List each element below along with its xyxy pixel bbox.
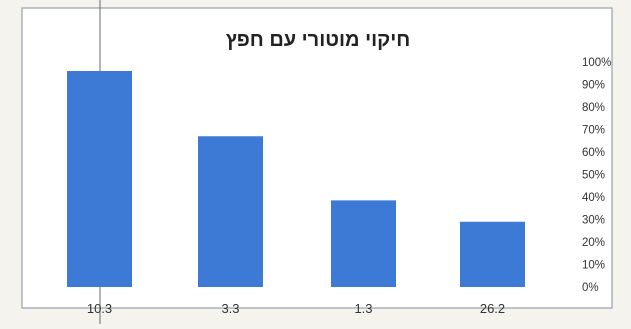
y-tick-label: 80% [582, 102, 605, 114]
bar-1 [198, 136, 263, 287]
y-tick-label: 50% [582, 170, 605, 182]
x-tick-label: 26.2 [480, 301, 505, 316]
x-tick-label: 10.3 [87, 301, 112, 316]
bar-3 [460, 221, 525, 287]
y-tick-label: 60% [582, 147, 605, 159]
y-tick-labels: 0% 10% 20% 30% 40% 50% 60% 70% 80% 90% 100% [582, 57, 611, 294]
y-tick-label: 10% [582, 260, 605, 272]
y-tick-label: 100% [582, 57, 611, 69]
y-tick-label: 70% [582, 125, 605, 137]
y-tick-label: 90% [582, 80, 605, 92]
y-tick-label: 0% [582, 282, 599, 294]
x-tick-labels: 10.3 3.3 1.3 26.2 [87, 301, 505, 316]
x-tick-label: 1.3 [354, 301, 372, 316]
x-tick-label: 3.3 [221, 301, 239, 316]
bar-2 [331, 200, 396, 287]
chart-title: חיקוי מוטורי עם חפץ [226, 29, 411, 51]
y-tick-label: 20% [582, 237, 605, 249]
bar-0 [67, 71, 132, 287]
y-tick-label: 30% [582, 215, 605, 227]
bars-group [67, 71, 525, 287]
y-tick-label: 40% [582, 192, 605, 204]
